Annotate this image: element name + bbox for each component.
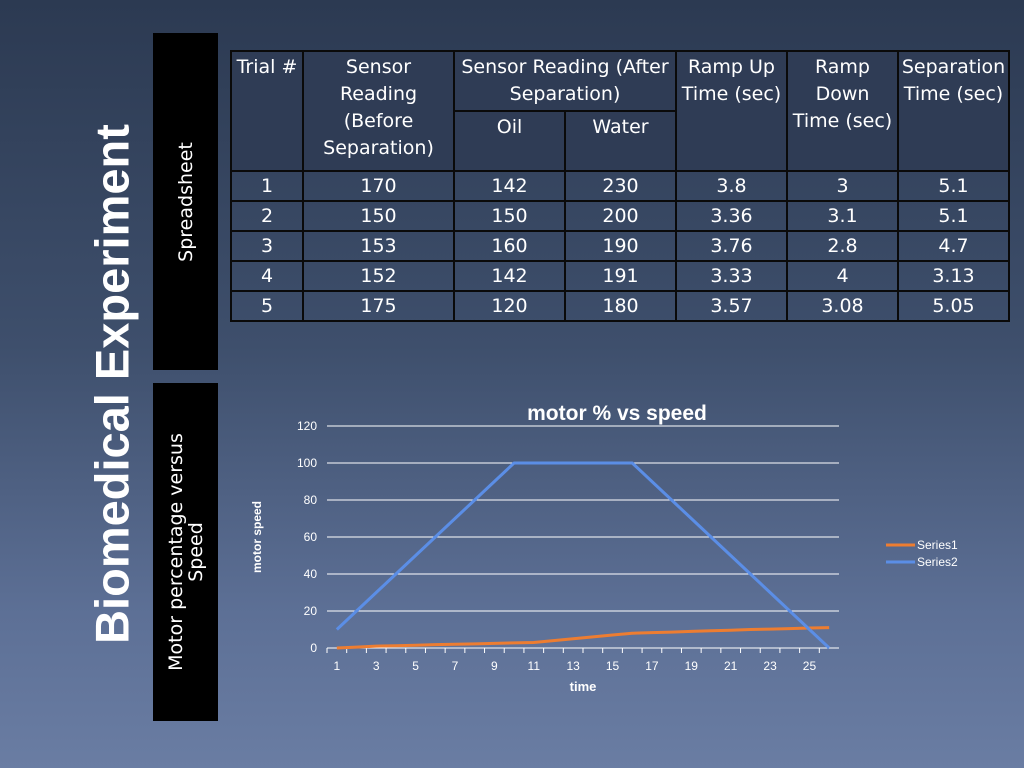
series-line-1	[336, 626, 830, 650]
x-tick-label: 13	[566, 659, 580, 673]
y-tick-label: 20	[304, 604, 318, 618]
y-tick-label: 60	[304, 530, 318, 544]
header-before: Sensor Reading (Before Separation)	[302, 50, 455, 172]
header-water: Water	[564, 110, 677, 172]
x-tick-label: 19	[685, 659, 699, 673]
table-cell: 175	[302, 290, 455, 322]
table-cell: 120	[453, 290, 566, 322]
table-cell: 152	[302, 260, 455, 292]
table-cell: 190	[564, 230, 677, 262]
header-after: Sensor Reading (After Separation)	[453, 50, 677, 112]
table-cell: 150	[453, 200, 566, 232]
table-cell: 3.13	[897, 260, 1010, 292]
header-trial: Trial #	[230, 50, 304, 172]
table-row: 3 153 160 190 3.76 2.8 4.7	[230, 230, 1010, 262]
table-cell: 3.76	[675, 230, 788, 262]
table-cell: 3	[230, 230, 304, 262]
table-cell: 1	[230, 170, 304, 202]
y-tick-label: 40	[304, 567, 318, 581]
y-tick-label: 100	[297, 456, 317, 470]
y-tick-label: 0	[310, 641, 317, 655]
x-tick-label: 15	[606, 659, 620, 673]
series-line-2	[335, 461, 831, 650]
legend-entry: Series1	[917, 538, 958, 552]
slide-title: Biomedical Experiment	[85, 124, 139, 644]
table-cell: 142	[453, 260, 566, 292]
table-cell: 230	[564, 170, 677, 202]
table-cell: 5.1	[897, 200, 1010, 232]
x-tick-label: 9	[491, 659, 498, 673]
header-separation: Separation Time (sec)	[897, 50, 1010, 172]
x-axis-title: time	[570, 679, 597, 694]
table-cell: 191	[564, 260, 677, 292]
table-cell: 3.1	[786, 200, 899, 232]
motor-speed-chart: motor % vs speed 0 20 40 60 80 100 120 1 3 5 7 9 11 13…	[245, 395, 1005, 705]
table-cell: 2.8	[786, 230, 899, 262]
chart-title: motor % vs speed	[527, 402, 707, 425]
x-tick-label: 1	[334, 659, 341, 673]
x-tick-label: 7	[452, 659, 459, 673]
table-cell: 200	[564, 200, 677, 232]
x-tick-label: 23	[763, 659, 777, 673]
table-cell: 5.05	[897, 290, 1010, 322]
table-cell: 180	[564, 290, 677, 322]
table-cell: 160	[453, 230, 566, 262]
table-cell: 153	[302, 230, 455, 262]
x-tick-label: 25	[803, 659, 817, 673]
x-tick-label: 17	[645, 659, 659, 673]
header-oil: Oil	[453, 110, 566, 172]
spreadsheet-label: Spreadsheet	[174, 141, 197, 262]
x-tick-label: 21	[724, 659, 738, 673]
table-cell: 3.36	[675, 200, 788, 232]
table-cell: 3.8	[675, 170, 788, 202]
table-row: 4 152 142 191 3.33 4 3.13	[230, 260, 1010, 292]
header-ramp-up: Ramp Up Time (sec)	[675, 50, 788, 172]
table-cell: 5	[230, 290, 304, 322]
y-tick-label: 80	[304, 493, 318, 507]
motor-section-label: Motor percentage versus Speed	[153, 383, 218, 721]
x-tick-label: 5	[412, 659, 419, 673]
x-tick-label: 3	[373, 659, 380, 673]
table-row: 1 170 142 230 3.8 3 5.1	[230, 170, 1010, 202]
table-row: 2 150 150 200 3.36 3.1 5.1	[230, 200, 1010, 232]
table-row: 5 175 120 180 3.57 3.08 5.05	[230, 290, 1010, 322]
y-axis-title: motor speed	[250, 501, 264, 573]
table-cell: 4	[786, 260, 899, 292]
table-cell: 5.1	[897, 170, 1010, 202]
table-cell: 3	[786, 170, 899, 202]
table-cell: 3.57	[675, 290, 788, 322]
y-tick-label: 120	[297, 419, 317, 433]
motor-label: Motor percentage versus Speed	[164, 433, 207, 671]
table-cell: 170	[302, 170, 455, 202]
table-cell: 4.7	[897, 230, 1010, 262]
table-cell: 3.33	[675, 260, 788, 292]
table-cell: 4	[230, 260, 304, 292]
table-cell: 150	[302, 200, 455, 232]
table-cell: 3.08	[786, 290, 899, 322]
table-cell: 2	[230, 200, 304, 232]
header-ramp-down: Ramp Down Time (sec)	[786, 50, 899, 172]
legend-entry: Series2	[917, 555, 958, 569]
table-cell: 142	[453, 170, 566, 202]
x-tick-label: 11	[528, 659, 541, 673]
spreadsheet-section-label: Spreadsheet	[153, 33, 218, 370]
results-table: Trial # Sensor Reading (Before Separatio…	[230, 50, 1010, 322]
